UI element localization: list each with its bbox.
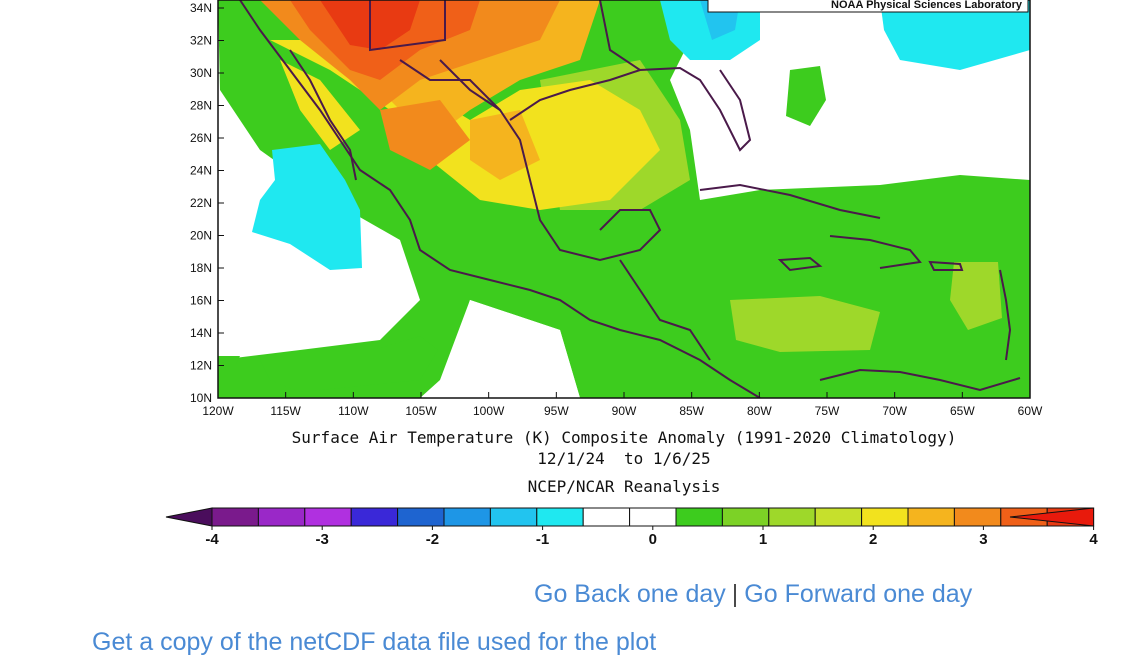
- colorbar-label: 2: [869, 531, 877, 548]
- colorbar-swatch: [211, 507, 259, 527]
- day-navigation: Go Back one day | Go Forward one day: [534, 580, 972, 609]
- anomaly-shading: [218, 0, 1030, 398]
- colorbar-swatch: [350, 507, 399, 527]
- coastlines: [239, 0, 1021, 398]
- go-back-one-day-link[interactable]: Go Back one day: [534, 580, 726, 608]
- lat-tick-label: 16N: [190, 294, 212, 308]
- colorbar-label: 3: [979, 531, 987, 548]
- colorbar-label: -3: [316, 531, 329, 548]
- lat-tick-label: 34N: [190, 1, 212, 15]
- lat-tick-label: 28N: [190, 99, 212, 113]
- lon-tick-label: 105W: [405, 404, 437, 418]
- lat-tick-label: 30N: [190, 66, 212, 80]
- lat-tick-label: 12N: [190, 359, 212, 373]
- colorbar-swatch: [861, 507, 909, 527]
- colorbar-swatch: [721, 507, 770, 527]
- colorbar-swatch: [257, 507, 306, 527]
- colorbar-swatch: [582, 507, 631, 527]
- colorbar-swatch: [629, 507, 677, 527]
- colorbar-swatch: [675, 507, 723, 527]
- temperature-anomaly-map: NOAA Physical Sciences Laboratory 34N32N…: [165, 0, 1098, 548]
- lat-tick-label: 14N: [190, 326, 212, 340]
- colorbar-swatch: [814, 507, 863, 527]
- colorbar-label: -2: [426, 531, 439, 548]
- map-caption-title: Surface Air Temperature (K) Composite An…: [292, 428, 957, 447]
- lon-tick-label: 85W: [679, 404, 704, 418]
- lat-tick-label: 24N: [190, 164, 212, 178]
- colorbar-swatch: [907, 507, 955, 527]
- colorbar-swatch: [304, 507, 352, 527]
- lon-tick-label: 90W: [612, 404, 637, 418]
- lon-tick-label: 60W: [1018, 404, 1043, 418]
- colorbar-label: -1: [536, 531, 549, 548]
- colorbar-labels: -4 -3 -2 -1 0 1 2 3 4: [205, 526, 1098, 548]
- nav-separator: |: [731, 580, 739, 608]
- colorbar-label: 1: [759, 531, 767, 548]
- longitude-axis: 120W 115W 110W 105W 100W 95W 90W 85W 80W 75W 70W 65…: [202, 392, 1043, 418]
- lon-tick-label: 120W: [202, 404, 234, 418]
- credit-box: [707, 0, 1029, 13]
- lon-tick-label: 95W: [544, 404, 569, 418]
- lat-tick-label: 10N: [190, 391, 212, 405]
- netcdf-data-link[interactable]: Get a copy of the netCDF data file used …: [92, 628, 657, 656]
- colorbar-swatch: [953, 507, 1002, 527]
- colorbar-min-arrow: [165, 507, 213, 527]
- lon-tick-label: 70W: [882, 404, 907, 418]
- lat-tick-label: 26N: [190, 131, 212, 145]
- lat-tick-label: 20N: [190, 229, 212, 243]
- lon-tick-label: 65W: [950, 404, 975, 418]
- colorbar-label: 4: [1089, 531, 1098, 548]
- colorbar-swatch: [489, 507, 538, 527]
- colorbar-max-arrow: [1009, 507, 1095, 527]
- latitude-axis: 34N 32N 30N 28N 26N 24N 22N 20N 18N 16N 14N 12N 10N: [190, 1, 224, 405]
- colorbar-swatch: [443, 507, 491, 527]
- lat-tick-label: 18N: [190, 261, 212, 275]
- lon-tick-label: 110W: [338, 404, 369, 418]
- colorbar-swatch: [397, 507, 445, 527]
- lat-tick-label: 32N: [190, 34, 212, 48]
- colorbar-swatch: [768, 507, 816, 527]
- colorbar-label: -4: [205, 531, 219, 548]
- colorbar-label: 0: [649, 531, 657, 548]
- lon-tick-label: 75W: [815, 404, 840, 418]
- lat-tick-label: 22N: [190, 196, 212, 210]
- credit-text: NOAA Physical Sciences Laboratory: [831, 0, 1023, 11]
- lon-tick-label: 115W: [270, 404, 301, 418]
- go-forward-one-day-link[interactable]: Go Forward one day: [744, 580, 973, 608]
- lon-tick-label: 100W: [473, 404, 505, 418]
- colorbar: [165, 507, 1095, 527]
- colorbar-swatch: [536, 507, 584, 527]
- lon-tick-label: 80W: [747, 404, 772, 418]
- map-caption-source: NCEP/NCAR Reanalysis: [528, 477, 721, 496]
- map-caption-dates: 12/1/24 to 1/6/25: [537, 449, 710, 468]
